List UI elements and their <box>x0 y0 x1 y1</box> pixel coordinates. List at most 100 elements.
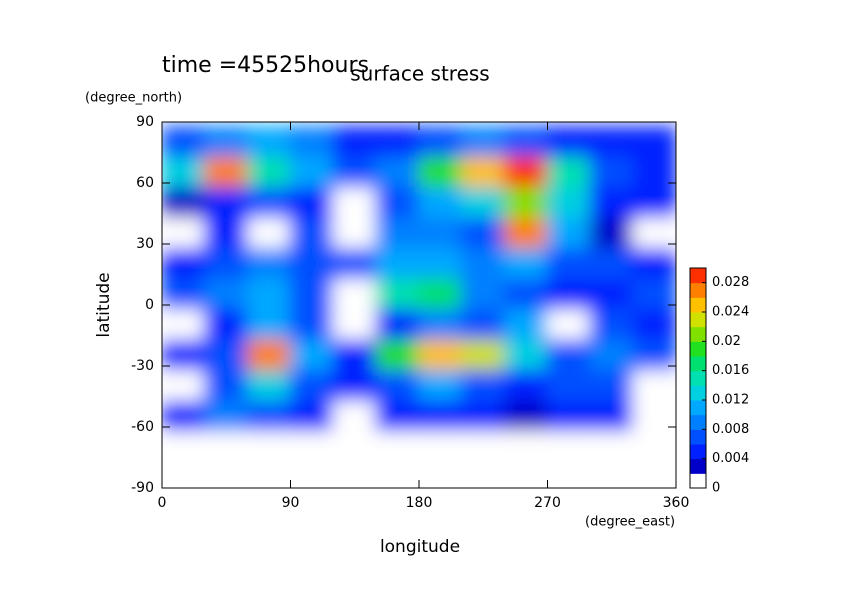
colorbar-label: 0.028 <box>712 275 749 290</box>
x-tick-label: 360 <box>663 495 690 511</box>
field-cell <box>375 400 420 434</box>
chart-title: surface stress <box>350 62 489 86</box>
field-cell <box>632 339 676 373</box>
field-cell <box>289 187 335 220</box>
colorbar-segment <box>690 341 706 357</box>
field-cell <box>589 187 635 220</box>
field-cell <box>375 370 420 403</box>
field-cell <box>246 248 292 281</box>
field-cell <box>246 309 292 342</box>
field-cell <box>503 156 549 190</box>
field-cell <box>332 309 378 342</box>
colorbar-segment <box>690 370 706 386</box>
x-tick-label: 270 <box>534 495 561 511</box>
field-cell <box>375 187 420 220</box>
field-cell <box>589 431 635 464</box>
y-tick-label: 60 <box>136 175 154 191</box>
field-cell <box>332 400 378 434</box>
field-cell <box>203 339 249 373</box>
field-cell <box>289 339 335 373</box>
colorbar-segment <box>690 458 706 474</box>
field-cell <box>375 278 420 312</box>
field-cell <box>246 461 292 488</box>
field-cell <box>289 370 335 403</box>
colorbar-label: 0.008 <box>712 422 749 437</box>
field-cell <box>546 370 592 403</box>
field-cell <box>632 278 676 312</box>
field-cell <box>203 309 249 342</box>
field-cell <box>418 248 463 281</box>
field-cell <box>203 248 249 281</box>
field-cell <box>375 126 420 159</box>
colorbar-segment <box>690 326 706 342</box>
field-cell <box>503 278 549 312</box>
colorbar-segment <box>690 356 706 372</box>
field-cell <box>203 461 249 488</box>
colorbar-segment <box>690 297 706 313</box>
field-cell <box>503 187 549 220</box>
field-cell <box>632 187 676 220</box>
field-cell <box>375 339 420 373</box>
field-cell <box>418 278 463 312</box>
field-cell <box>418 126 463 159</box>
field-cell <box>162 248 206 281</box>
y-tick-label: 90 <box>136 114 154 130</box>
field-cell <box>546 187 592 220</box>
y-tick-label: 0 <box>145 297 154 313</box>
field-cell <box>375 217 420 251</box>
field-cell <box>162 400 206 434</box>
field-cell <box>632 370 676 403</box>
field-cell <box>246 126 292 159</box>
field-cell <box>503 126 549 159</box>
field-cell <box>332 339 378 373</box>
field-cell <box>418 461 463 488</box>
field-cell <box>632 309 676 342</box>
field-cell <box>589 156 635 190</box>
field-cell <box>162 370 206 403</box>
colorbar-segment <box>690 400 706 416</box>
field-cell <box>203 400 249 434</box>
field-cell <box>375 309 420 342</box>
field-cell <box>589 339 635 373</box>
field-cell <box>375 461 420 488</box>
field-cell <box>289 461 335 488</box>
field-cell <box>246 278 292 312</box>
field-cell <box>289 400 335 434</box>
field-cell <box>460 126 506 159</box>
field-cell <box>246 339 292 373</box>
x-axis-title: longitude <box>380 537 460 557</box>
colorbar-segment <box>690 473 706 489</box>
field-cell <box>546 400 592 434</box>
x-unit: (degree_east) <box>585 515 675 530</box>
field-cell <box>460 370 506 403</box>
colorbar-segment <box>690 429 706 445</box>
field <box>162 126 676 488</box>
colorbar-label: 0.016 <box>712 363 749 378</box>
field-cell <box>503 461 549 488</box>
field-cell <box>289 278 335 312</box>
colorbar-segment <box>690 268 706 284</box>
x-tick-label: 180 <box>406 495 433 511</box>
field-cell <box>162 339 206 373</box>
field-cell <box>418 217 463 251</box>
field-cell <box>503 309 549 342</box>
field-cell <box>589 400 635 434</box>
field-cell <box>246 400 292 434</box>
field-cell <box>632 431 676 464</box>
field-cell <box>589 461 635 488</box>
field-cell <box>332 187 378 220</box>
field-cell <box>418 400 463 434</box>
field-cell <box>546 339 592 373</box>
field-cell <box>589 248 635 281</box>
field-cell <box>589 126 635 159</box>
field-cell <box>375 156 420 190</box>
field-cell <box>589 309 635 342</box>
y-tick-label: -90 <box>131 480 154 496</box>
field-cell <box>418 156 463 190</box>
colorbar-segment <box>690 385 706 401</box>
field-cell <box>546 248 592 281</box>
field-cell <box>503 248 549 281</box>
field-cell <box>460 248 506 281</box>
field-cell <box>460 217 506 251</box>
